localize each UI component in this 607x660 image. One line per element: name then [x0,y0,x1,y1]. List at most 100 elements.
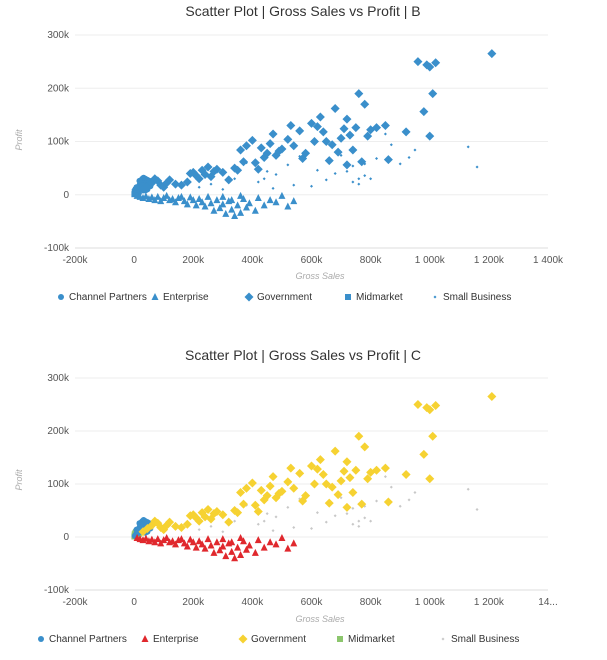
y-tick-label: -100k [44,243,70,254]
x-tick-label: 1 400k [533,255,564,266]
data-point [183,542,191,550]
data-point [239,157,249,167]
data-point [180,197,188,205]
data-point [357,499,367,509]
legend-label: Enterprise [153,634,199,645]
data-point [213,538,221,546]
legend-item[interactable]: Government [244,290,312,306]
y-tick-label: 100k [47,137,70,148]
data-point [197,185,201,189]
data-point [315,112,325,122]
legend-item[interactable]: Enterprise [150,290,209,306]
data-point [407,498,411,502]
data-point [262,148,272,158]
data-point [324,520,328,524]
data-point [284,544,292,552]
data-point [265,169,269,173]
legend-marker [151,293,159,301]
data-point [233,177,237,181]
data-point [233,165,243,175]
data-point [268,472,278,482]
data-point [254,193,262,201]
data-point [212,164,222,174]
data-point [310,184,313,188]
data-point [237,534,245,542]
legend-item[interactable]: Small Business [430,290,511,306]
data-point [222,552,230,560]
data-point [363,174,367,178]
data-point [242,545,250,553]
legend-item[interactable]: Enterprise [140,632,199,648]
data-point [251,206,259,214]
data-point [271,186,275,190]
data-point [431,401,441,411]
data-point [194,174,204,184]
legend-item[interactable]: Midmarket [343,290,403,306]
data-point [221,187,225,191]
legend-marker-shape [337,636,343,643]
data-point [339,466,349,476]
data-point [241,141,251,151]
data-point [413,148,417,152]
x-tick-label: 800k [360,255,383,266]
data-point [487,49,497,59]
legend-label: Government [251,634,307,645]
data-point [383,497,393,507]
legend-item[interactable]: Channel Partners [36,632,127,648]
legend-marker-shape [58,294,64,301]
data-point [165,175,175,185]
data-point [389,485,393,489]
data-point [324,156,334,166]
data-point [234,543,242,551]
data-point [219,192,227,200]
data-point [351,164,355,168]
legend-item[interactable]: Small Business [438,632,519,648]
data-point [286,505,290,509]
legend-label: Enterprise [163,292,209,303]
data-point [289,483,299,493]
data-point [342,114,352,124]
legend-marker [58,294,64,301]
data-point [228,538,236,546]
legend-label: Government [257,292,313,303]
data-point [233,508,243,518]
data-point [163,534,171,542]
legend-item[interactable]: Channel Partners [56,290,147,306]
legend-marker-shape [38,636,44,643]
data-point [222,209,230,217]
data-point [206,514,216,524]
data-point [265,481,275,491]
data-point [286,463,296,473]
data-point [163,191,171,199]
data-point [236,487,246,497]
data-point [262,519,266,523]
legend-item[interactable]: Midmarket [335,632,395,648]
data-point [262,177,266,181]
data-point [383,132,387,136]
data-point [301,491,311,501]
scatter-chart-b: Scatter Plot | Gross Sales vs Profit | B… [0,0,607,320]
data-point [250,500,260,510]
data-point [428,431,438,441]
data-point [207,199,215,207]
data-point [195,195,203,203]
x-tick-label: -200k [62,255,88,266]
data-point [290,197,298,205]
data-point [266,196,274,204]
data-point [360,442,370,452]
data-point [234,201,242,209]
data-point [245,541,253,549]
data-point [357,524,361,528]
legend-label: Midmarket [356,292,403,303]
y-tick-label: 200k [47,426,70,437]
legend-marker-shape [141,635,149,643]
data-point [351,522,355,526]
data-point [251,548,259,556]
data-point [345,512,349,516]
data-point [136,520,143,527]
legend-item[interactable]: Government [238,632,306,648]
data-point [233,519,237,523]
data-point [327,482,337,492]
x-tick-label: 1 200k [474,255,505,266]
data-point [203,504,213,514]
